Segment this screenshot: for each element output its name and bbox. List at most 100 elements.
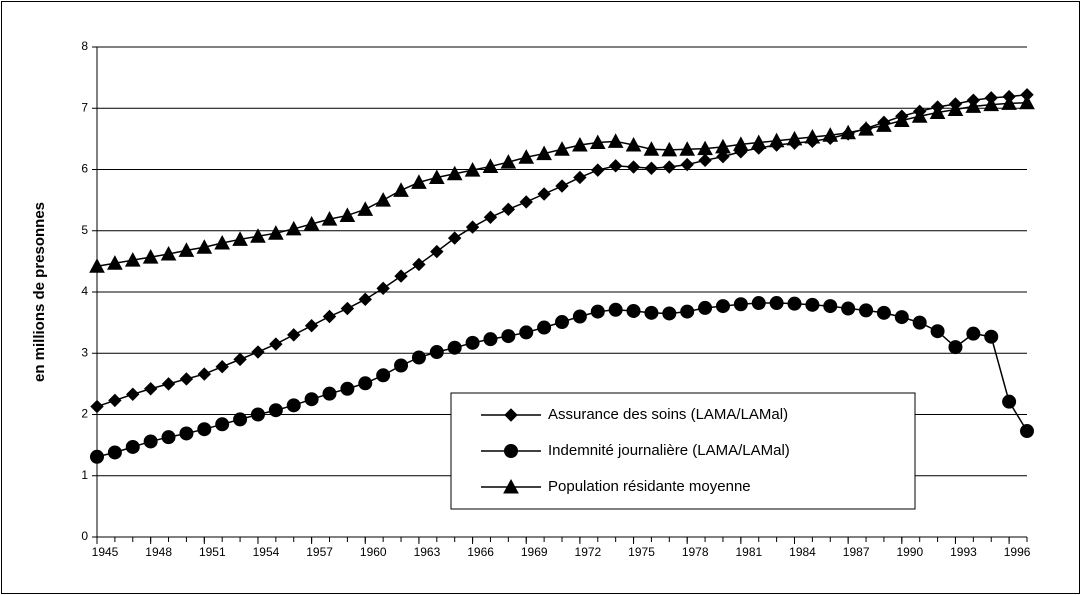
marker-triangle — [840, 124, 856, 140]
y-tick-label: 8 — [81, 39, 88, 53]
marker-circle — [340, 381, 355, 396]
marker-circle — [376, 368, 391, 383]
marker-triangle — [375, 192, 391, 207]
marker-diamond — [447, 231, 462, 245]
marker-triangle — [607, 133, 624, 148]
legend-label: Population résidante moyenne — [548, 478, 751, 495]
marker-triangle — [303, 215, 320, 231]
y-tick-label: 2 — [81, 407, 88, 421]
marker-triangle — [196, 239, 213, 254]
marker-triangle — [124, 252, 141, 267]
marker-circle — [715, 299, 730, 314]
marker-diamond — [591, 163, 605, 177]
marker-triangle — [339, 207, 356, 222]
x-tick-label: 1990 — [896, 545, 923, 559]
marker-circle — [1002, 394, 1017, 409]
marker-circle — [215, 417, 230, 432]
marker-circle — [322, 386, 337, 401]
marker-triangle — [428, 169, 445, 184]
marker-triangle — [89, 258, 105, 273]
y-tick-label: 7 — [81, 100, 88, 114]
marker-diamond — [143, 382, 158, 396]
marker-diamond — [698, 153, 712, 168]
marker-circle — [250, 407, 265, 422]
marker-triangle — [1019, 94, 1035, 110]
marker-circle — [912, 315, 927, 330]
marker-triangle — [446, 165, 463, 181]
marker-triangle — [572, 136, 588, 152]
x-tick-label: 1984 — [789, 545, 816, 559]
marker-circle — [504, 444, 518, 458]
marker-diamond — [573, 170, 587, 185]
marker-circle — [197, 422, 212, 437]
marker-circle — [90, 449, 104, 464]
marker-circle — [555, 315, 569, 330]
x-tick-label: 1987 — [843, 545, 870, 559]
marker-triangle — [1001, 95, 1017, 110]
marker-triangle — [911, 108, 928, 123]
marker-diamond — [680, 157, 694, 172]
marker-circle — [286, 398, 301, 413]
x-tick-label: 1957 — [306, 545, 333, 559]
x-tick-label: 1978 — [682, 545, 709, 559]
marker-diamond — [504, 408, 518, 422]
marker-circle — [268, 403, 283, 418]
y-tick-label: 3 — [81, 345, 88, 359]
marker-triangle — [107, 255, 123, 270]
marker-circle — [1020, 424, 1034, 439]
y-tick-label: 0 — [81, 529, 88, 543]
marker-diamond — [215, 360, 229, 374]
marker-triangle — [983, 96, 1000, 112]
x-tick-label: 1963 — [414, 545, 441, 559]
marker-diamond — [233, 352, 247, 367]
marker-diamond — [501, 202, 516, 217]
legend-label: Indemnité journalière (LAMA/LAMal) — [548, 442, 790, 459]
marker-circle — [358, 376, 373, 391]
marker-circle — [233, 412, 248, 427]
x-tick-label: 1960 — [360, 545, 387, 559]
marker-diamond — [126, 387, 140, 401]
marker-triangle — [733, 136, 749, 151]
marker-circle — [411, 350, 426, 365]
x-tick-label: 1975 — [628, 545, 655, 559]
marker-circle — [769, 296, 784, 311]
marker-circle — [805, 297, 820, 312]
marker-diamond — [358, 292, 372, 307]
marker-triangle — [822, 127, 839, 142]
marker-circle — [859, 303, 874, 318]
marker-circle — [876, 305, 891, 320]
marker-diamond — [90, 399, 104, 414]
marker-diamond — [608, 159, 623, 173]
x-tick-label: 1993 — [950, 545, 977, 559]
marker-triangle — [876, 117, 892, 132]
x-tick-label: 1945 — [92, 545, 119, 559]
marker-triangle — [178, 242, 195, 257]
marker-circle — [590, 304, 605, 319]
marker-diamond — [108, 393, 122, 408]
marker-diamond — [662, 160, 677, 174]
marker-circle — [125, 439, 140, 454]
marker-triangle — [321, 211, 338, 226]
marker-circle — [519, 325, 534, 340]
marker-triangle — [643, 141, 660, 156]
y-tick-label: 4 — [81, 284, 88, 298]
marker-triangle — [268, 225, 284, 240]
marker-circle — [429, 345, 444, 360]
marker-diamond — [269, 337, 283, 351]
marker-diamond — [483, 210, 498, 224]
marker-triangle — [893, 112, 910, 127]
marker-triangle — [947, 101, 964, 116]
marker-diamond — [644, 161, 659, 175]
marker-circle — [823, 299, 838, 314]
marker-circle — [483, 332, 498, 347]
marker-triangle — [411, 174, 427, 189]
x-tick-label: 1948 — [145, 545, 172, 559]
marker-triangle — [503, 478, 519, 494]
marker-triangle — [250, 228, 266, 243]
marker-triangle — [482, 158, 499, 173]
marker-triangle — [500, 154, 517, 169]
x-tick-label: 1969 — [521, 545, 548, 559]
marker-circle — [930, 324, 945, 339]
marker-circle — [698, 300, 713, 315]
